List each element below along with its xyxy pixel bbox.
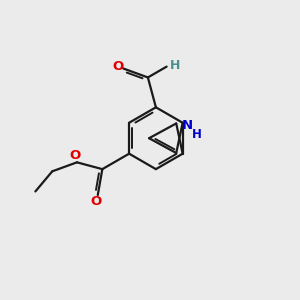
Text: H: H: [192, 128, 202, 140]
Text: O: O: [91, 195, 102, 208]
Text: O: O: [70, 149, 81, 162]
Text: N: N: [182, 119, 193, 132]
Text: O: O: [112, 60, 124, 73]
Text: H: H: [170, 58, 180, 72]
